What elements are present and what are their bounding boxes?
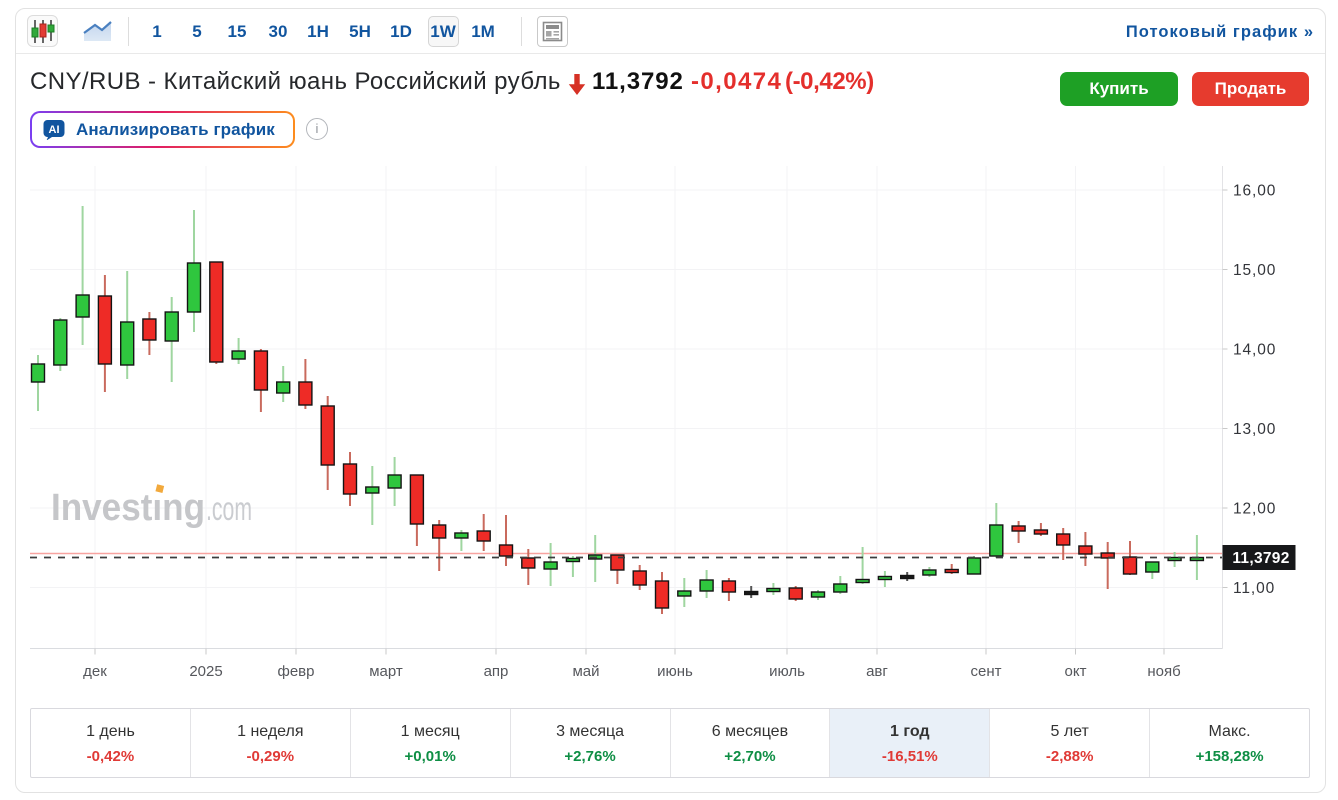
svg-text:окт: окт	[1065, 663, 1087, 680]
svg-text:март: март	[369, 663, 403, 680]
svg-text:нояб: нояб	[1147, 663, 1180, 680]
svg-text:13,00: 13,00	[1233, 421, 1276, 438]
svg-text:авг: авг	[866, 663, 888, 680]
svg-text:15,00: 15,00	[1233, 262, 1276, 279]
svg-text:AI: AI	[49, 124, 60, 136]
svg-text:16,00: 16,00	[1233, 183, 1276, 200]
svg-text:2025: 2025	[189, 663, 222, 680]
svg-text:июнь: июнь	[657, 663, 693, 680]
svg-text:11,3792: 11,3792	[1232, 550, 1289, 567]
svg-text:11,00: 11,00	[1233, 580, 1275, 597]
svg-text:сент: сент	[971, 663, 1002, 680]
svg-text:июль: июль	[769, 663, 805, 680]
svg-text:апр: апр	[484, 663, 509, 680]
svg-text:февр: февр	[278, 663, 315, 680]
svg-text:14,00: 14,00	[1233, 342, 1276, 359]
svg-text:.com: .com	[206, 490, 252, 527]
svg-text:12,00: 12,00	[1233, 501, 1276, 518]
svg-text:дек: дек	[83, 663, 107, 680]
svg-text:май: май	[572, 663, 599, 680]
svg-text:Investıng: Investıng	[51, 487, 205, 529]
